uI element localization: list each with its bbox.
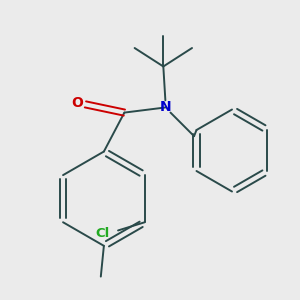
Text: Cl: Cl [96,227,110,240]
Text: O: O [71,96,83,110]
Text: N: N [160,100,171,115]
